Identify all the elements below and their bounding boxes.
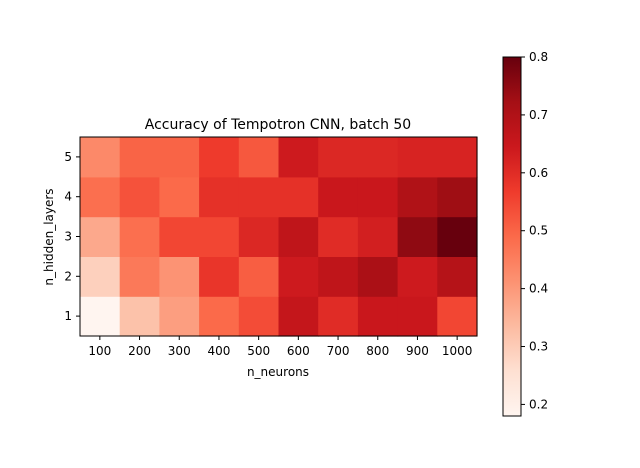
- y-tick-label: 2: [64, 269, 72, 283]
- heatmap-cell: [357, 216, 399, 257]
- heatmap-cell: [437, 296, 478, 337]
- heatmap-cell: [437, 137, 478, 178]
- colorbar-tick-label: 0.3: [529, 340, 548, 354]
- heatmap-cell: [397, 296, 438, 337]
- heatmap-cell: [119, 137, 160, 178]
- heatmap-cell: [357, 176, 399, 218]
- heatmap-cell: [80, 216, 121, 257]
- y-axis-ticks: 1 2 3 4 5: [64, 150, 80, 323]
- x-tick-label: 600: [287, 344, 310, 358]
- heatmap-cell: [159, 296, 200, 337]
- y-axis-label: n_hidden_layers: [42, 188, 56, 285]
- heatmap-cell: [278, 296, 319, 337]
- colorbar-tick-label: 0.7: [529, 108, 548, 122]
- heatmap-cell: [80, 137, 121, 178]
- heatmap-cell: [238, 256, 280, 297]
- heatmap-cells: [80, 137, 478, 337]
- colorbar: [502, 56, 522, 417]
- heatmap-cell: [80, 256, 121, 297]
- x-tick-label: 900: [406, 344, 429, 358]
- heatmap-cell: [159, 137, 200, 178]
- x-tick-label: 300: [168, 344, 191, 358]
- heatmap-cell: [357, 256, 399, 297]
- y-tick-label: 4: [64, 190, 72, 204]
- heatmap-cell: [199, 296, 240, 337]
- heatmap-cell: [119, 256, 160, 297]
- colorbar-tick-label: 0.2: [529, 397, 548, 411]
- colorbar-tick-label: 0.6: [529, 166, 548, 180]
- heatmap-cell: [437, 216, 478, 257]
- heatmap-cell: [318, 216, 359, 257]
- heatmap-cell: [318, 296, 359, 337]
- heatmap-cell: [119, 296, 160, 337]
- heatmap-cell: [159, 256, 200, 297]
- x-tick-label: 1000: [442, 344, 473, 358]
- y-tick-label: 5: [64, 150, 72, 164]
- colorbar-tick-label: 0.4: [529, 282, 548, 296]
- heatmap-cell: [397, 256, 438, 297]
- heatmap-cell: [80, 176, 121, 218]
- heatmap-cell: [80, 296, 121, 337]
- x-tick-label: 800: [366, 344, 389, 358]
- heatmap-cell: [397, 137, 438, 178]
- heatmap-cell: [119, 176, 160, 218]
- colorbar-ticks: 0.2 0.3 0.4 0.5 0.6 0.7 0.8: [521, 50, 548, 411]
- y-tick-label: 1: [64, 309, 72, 323]
- heatmap-cell: [397, 176, 438, 218]
- heatmap-cell: [357, 296, 399, 337]
- heatmap-cell: [437, 256, 478, 297]
- heatmap-cell: [199, 216, 240, 257]
- x-axis-label: n_neurons: [247, 365, 309, 379]
- heatmap-cell: [199, 176, 240, 218]
- heatmap-cell: [318, 176, 359, 218]
- heatmap-cell: [278, 216, 319, 257]
- x-axis-ticks: 100 200 300 400 500 600 700 800 900 1000: [88, 336, 472, 358]
- heatmap-cell: [278, 176, 319, 218]
- x-tick-label: 100: [88, 344, 111, 358]
- heatmap-cell: [238, 137, 280, 178]
- heatmap-cell: [159, 176, 200, 218]
- heatmap-cell: [119, 216, 160, 257]
- heatmap-cell: [238, 176, 280, 218]
- y-tick-label: 3: [64, 230, 72, 244]
- heatmap-cell: [397, 216, 438, 257]
- heatmap-cell: [278, 137, 319, 178]
- x-tick-label: 200: [128, 344, 151, 358]
- colorbar-tick-label: 0.8: [529, 50, 548, 64]
- heatmap-cell: [318, 137, 359, 178]
- chart-title: Accuracy of Tempotron CNN, batch 50: [145, 117, 411, 133]
- heatmap-cell: [199, 137, 240, 178]
- heatmap-cell: [278, 256, 319, 297]
- heatmap-cell: [238, 216, 280, 257]
- heatmap-cell: [199, 256, 240, 297]
- heatmap-cell: [437, 176, 478, 218]
- x-tick-label: 700: [327, 344, 350, 358]
- heatmap-cell: [318, 256, 359, 297]
- colorbar-tick-label: 0.5: [529, 224, 548, 238]
- x-tick-label: 500: [247, 344, 270, 358]
- heatmap-cell: [159, 216, 200, 257]
- x-tick-label: 400: [207, 344, 230, 358]
- heatmap-cell: [357, 137, 399, 178]
- heatmap-cell: [238, 296, 280, 337]
